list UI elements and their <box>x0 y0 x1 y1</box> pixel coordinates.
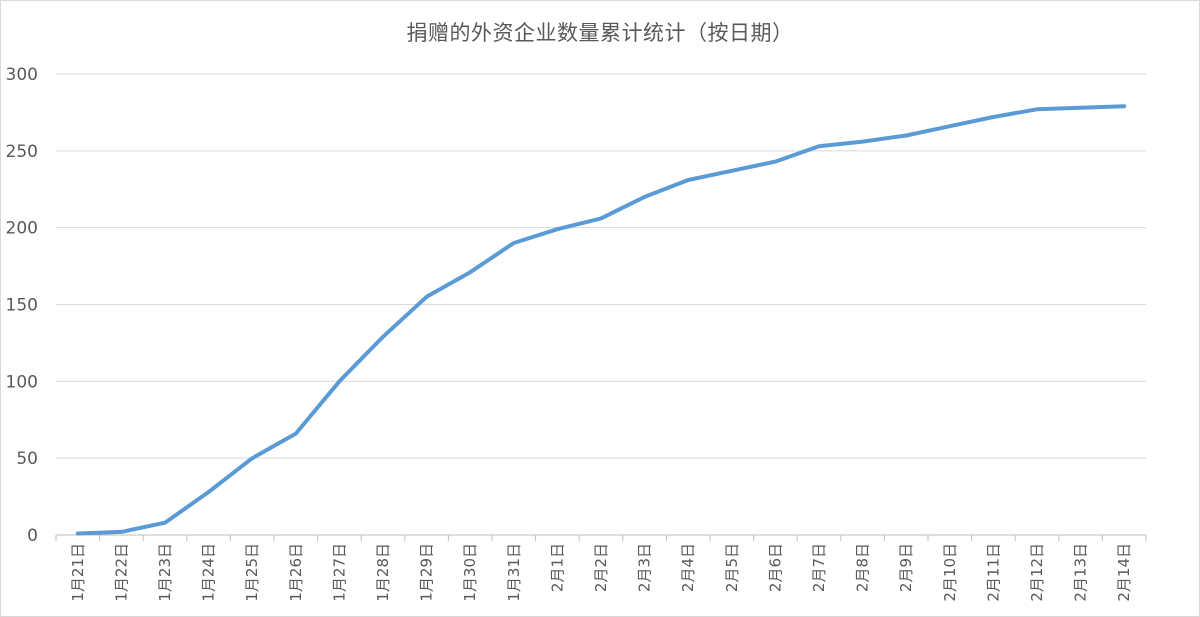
x-tick-label: 1月23日 <box>156 543 174 602</box>
x-tick-label: 1月27日 <box>330 543 348 602</box>
x-tick-label: 1月29日 <box>418 543 436 602</box>
x-tick-label: 1月25日 <box>243 543 261 602</box>
x-tick-label: 2月12日 <box>1028 543 1046 602</box>
y-tick-label-100: 100 <box>6 372 38 392</box>
data-point <box>991 115 995 119</box>
data-point <box>294 432 298 436</box>
x-tick-label: 2月2日 <box>592 543 610 592</box>
y-tick-label-0: 0 <box>27 526 38 546</box>
data-point <box>337 379 341 383</box>
x-tick-label: 2月4日 <box>679 543 697 592</box>
data-point <box>599 216 603 220</box>
y-tick-label-250: 250 <box>6 142 38 162</box>
y-tick-label-200: 200 <box>6 219 38 239</box>
data-point <box>1122 104 1126 108</box>
x-tick-label: 2月10日 <box>941 543 959 602</box>
data-point <box>381 335 385 339</box>
data-point <box>904 133 908 137</box>
series-line-0 <box>75 104 1127 536</box>
x-tick-label: 1月24日 <box>200 543 218 602</box>
x-tick-label: 1月21日 <box>69 543 87 602</box>
x-tick-label: 2月6日 <box>766 543 784 592</box>
data-point <box>773 160 777 164</box>
data-point <box>1079 106 1083 110</box>
data-point <box>468 270 472 274</box>
x-tick-label: 1月31日 <box>505 543 523 602</box>
y-tick-label-150: 150 <box>6 296 38 316</box>
y-tick-label-300: 300 <box>6 65 38 85</box>
data-point <box>643 195 647 199</box>
data-point <box>1035 107 1039 111</box>
x-tick-label: 2月3日 <box>636 543 654 592</box>
data-point <box>861 140 865 144</box>
data-point <box>250 456 254 460</box>
x-tick-label: 1月30日 <box>461 543 479 602</box>
data-point <box>76 531 80 535</box>
x-tick-label: 2月13日 <box>1072 543 1090 602</box>
x-tick-label: 2月7日 <box>810 543 828 592</box>
x-tick-label: 2月11日 <box>984 543 1002 602</box>
x-tick-label: 2月9日 <box>897 543 915 592</box>
data-point <box>425 295 429 299</box>
x-tick-label: 2月14日 <box>1115 543 1133 602</box>
data-point <box>817 144 821 148</box>
data-point <box>207 490 211 494</box>
data-point <box>163 521 167 525</box>
x-tick-label: 1月22日 <box>112 543 130 602</box>
chart-title: 捐赠的外资企业数量累计统计（按日期） <box>406 21 794 45</box>
x-tick-label: 1月28日 <box>374 543 392 602</box>
x-tick-label: 2月5日 <box>723 543 741 592</box>
data-point <box>730 169 734 173</box>
data-point <box>686 178 690 182</box>
x-tick-label: 1月26日 <box>287 543 305 602</box>
data-point <box>555 227 559 231</box>
data-point <box>512 241 516 245</box>
data-point <box>948 124 952 128</box>
x-tick-label: 2月1日 <box>548 543 566 592</box>
y-tick-label-50: 50 <box>16 449 38 469</box>
data-point <box>119 530 123 534</box>
x-tick-label: 2月8日 <box>854 543 872 592</box>
